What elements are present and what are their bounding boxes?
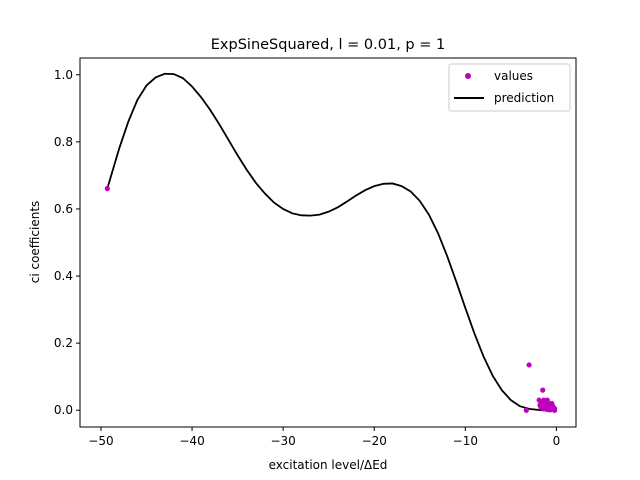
legend: values prediction [448, 63, 571, 112]
y-tick-label: 1.0 [54, 68, 73, 82]
value-point [540, 399, 546, 405]
x-axis-label: excitation level/ΔEd [269, 458, 388, 472]
y-tick-label: 0.0 [54, 403, 73, 417]
x-tick-label: 0 [553, 434, 561, 448]
legend-label-prediction: prediction [494, 91, 554, 105]
y-tick-label: 0.8 [54, 135, 73, 149]
chart-title: ExpSineSquared, l = 0.01, p = 1 [211, 37, 445, 53]
legend-box [448, 63, 571, 112]
value-point [526, 362, 532, 368]
y-tick-label: 0.6 [54, 202, 73, 216]
y-axis-label: ci coefficients [28, 201, 42, 284]
y-tick-label: 0.2 [54, 336, 73, 350]
value-point [540, 387, 546, 393]
x-tick-label: −30 [270, 434, 295, 448]
value-point [551, 407, 558, 413]
prediction-line [106, 72, 556, 412]
x-tick-label: −20 [362, 434, 387, 448]
x-tick-label: −50 [88, 434, 113, 448]
legend-label-values: values [494, 69, 533, 83]
x-tick-label: −40 [179, 434, 204, 448]
value-point [538, 404, 544, 411]
plot-area-frame [79, 57, 577, 428]
legend-marker-values [465, 73, 471, 79]
y-tick-label: 0.4 [54, 269, 73, 283]
value-point [104, 185, 110, 192]
x-tick-label: −10 [453, 434, 478, 448]
value-point [523, 407, 529, 413]
value-point [543, 403, 549, 409]
value-point [547, 407, 553, 413]
